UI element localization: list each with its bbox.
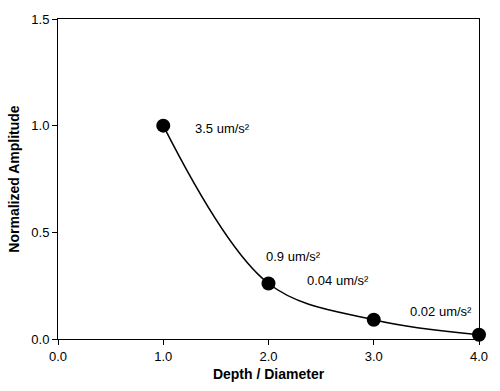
svg-text:2.0: 2.0 <box>259 349 277 364</box>
svg-text:0.04 um/s²: 0.04 um/s² <box>307 273 369 288</box>
svg-text:0.0: 0.0 <box>31 332 49 347</box>
svg-text:0.0: 0.0 <box>49 349 67 364</box>
svg-text:Normalized Amplitude: Normalized Amplitude <box>6 105 22 252</box>
svg-text:1.0: 1.0 <box>31 118 49 133</box>
svg-text:0.9 um/s²: 0.9 um/s² <box>266 249 321 264</box>
svg-text:1.0: 1.0 <box>154 349 172 364</box>
svg-text:0.5: 0.5 <box>31 225 49 240</box>
svg-text:0.02 um/s²: 0.02 um/s² <box>410 304 472 319</box>
svg-text:Depth / Diameter: Depth / Diameter <box>213 366 325 382</box>
svg-text:3.5 um/s²: 3.5 um/s² <box>195 121 250 136</box>
svg-text:3.0: 3.0 <box>365 349 383 364</box>
svg-text:4.0: 4.0 <box>470 349 488 364</box>
svg-text:1.5: 1.5 <box>31 12 49 27</box>
